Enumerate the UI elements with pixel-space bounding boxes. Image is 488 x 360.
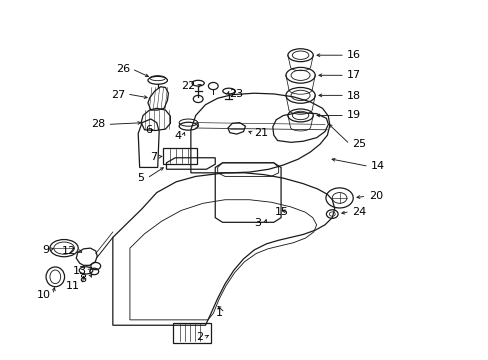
Text: 2: 2 [196, 332, 203, 342]
Text: 16: 16 [346, 50, 360, 60]
Text: 13: 13 [72, 266, 86, 276]
Text: 12: 12 [62, 246, 76, 256]
Text: 20: 20 [368, 191, 382, 201]
Text: 14: 14 [370, 161, 385, 171]
Text: 28: 28 [91, 120, 105, 129]
Text: 25: 25 [351, 139, 365, 149]
Text: 8: 8 [79, 274, 86, 284]
Text: 7: 7 [149, 152, 157, 162]
Text: 4: 4 [174, 131, 181, 141]
Text: 6: 6 [144, 125, 152, 135]
Text: 24: 24 [351, 207, 366, 217]
Text: 27: 27 [111, 90, 125, 100]
Text: 18: 18 [346, 91, 360, 101]
Text: 9: 9 [42, 245, 49, 255]
Text: 3: 3 [254, 218, 261, 228]
Text: 15: 15 [274, 207, 288, 217]
Text: 5: 5 [137, 173, 144, 183]
Text: 23: 23 [228, 89, 243, 99]
Text: 26: 26 [116, 64, 130, 74]
Text: 17: 17 [346, 70, 360, 80]
Text: 21: 21 [254, 129, 268, 138]
Text: 19: 19 [346, 111, 360, 121]
Text: 10: 10 [37, 291, 51, 301]
Text: 11: 11 [66, 281, 80, 291]
Text: 1: 1 [215, 308, 222, 318]
Text: 22: 22 [181, 81, 195, 91]
